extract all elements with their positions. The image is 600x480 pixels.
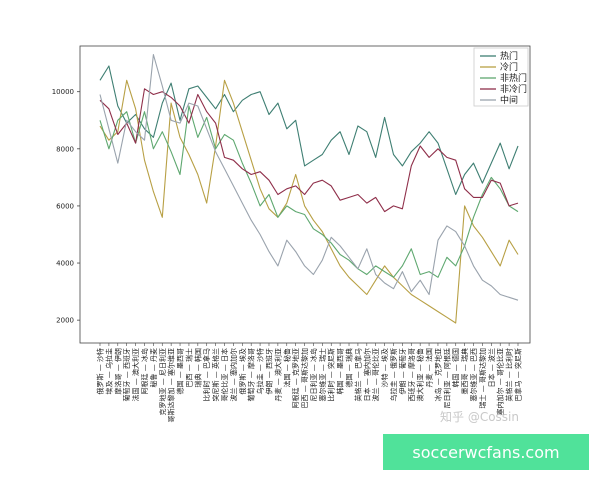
x-tick-label: 日本 — 波兰 bbox=[487, 348, 496, 387]
x-tick-label: 比利时 — 巴拿马 bbox=[202, 348, 211, 401]
legend-box bbox=[473, 47, 529, 107]
x-tick-label: 尼日利亚 — 阿根廷 bbox=[442, 348, 451, 408]
y-tick-label: 8000 bbox=[56, 145, 74, 153]
x-tick-label: 丹麦 — 法国 bbox=[425, 348, 434, 387]
x-tick-label: 比利时 — 突尼斯 bbox=[327, 348, 336, 401]
x-tick-label: 埃及 — 乌拉圭 bbox=[104, 348, 113, 394]
series-line-3 bbox=[99, 105, 519, 278]
x-tick-label: 阿根廷 — 克罗地亚 bbox=[291, 348, 300, 408]
x-tick-label: 波兰 — 塞内加尔 bbox=[229, 348, 238, 401]
x-tick-label: 西班牙 — 摩洛哥 bbox=[407, 348, 416, 401]
x-tick-label: 冰岛 — 克罗地亚 bbox=[433, 348, 442, 401]
x-tick-label: 韩国 — 德国 bbox=[451, 348, 460, 387]
series-line-5 bbox=[99, 54, 519, 301]
x-tick-label: 俄罗斯 — 埃及 bbox=[238, 348, 247, 394]
x-tick-label: 乌拉圭 — 沙特 bbox=[256, 348, 265, 394]
x-tick-label: 突尼斯 — 英格兰 bbox=[211, 348, 220, 401]
series-layer bbox=[99, 54, 519, 324]
watermark-text: 知乎 @Cossin bbox=[440, 410, 519, 424]
x-tick-label: 克罗地亚 — 尼日利亚 bbox=[158, 348, 167, 415]
legend-label-3: 非热门 bbox=[500, 72, 527, 84]
y-axis: 2000 4000 6000 8000 10000 bbox=[52, 88, 80, 325]
x-tick-label: 乌拉圭 — 俄罗斯 bbox=[389, 348, 398, 401]
legend-label-2: 冷门 bbox=[500, 61, 518, 73]
x-tick-label: 法国 — 秘鲁 bbox=[282, 348, 291, 387]
y-tick-label: 4000 bbox=[56, 260, 74, 268]
x-tick-label: 墨西哥 — 瑞典 bbox=[460, 348, 469, 394]
x-tick-label: 伊朗 — 葡萄牙 bbox=[398, 348, 407, 394]
x-tick-label: 塞尔维亚 — 巴西 bbox=[469, 348, 478, 401]
x-tick-label: 韩国 — 墨西哥 bbox=[336, 348, 345, 394]
x-tick-label: 伊朗 — 西班牙 bbox=[264, 348, 273, 394]
site-banner: soccerwcfans.com bbox=[383, 434, 589, 470]
x-tick-label: 哥斯达黎加 — 塞尔维亚 bbox=[167, 348, 176, 422]
x-tick-label: 瑞士 — 哥斯达黎加 bbox=[478, 348, 487, 408]
x-tick-label: 波兰 — 哥伦比亚 bbox=[371, 348, 380, 401]
x-tick-label: 瑞典 — 韩国 bbox=[193, 348, 202, 387]
plot-area bbox=[79, 45, 531, 344]
legend-label-5: 中间 bbox=[500, 94, 518, 106]
x-tick-label: 沙特 — 埃及 bbox=[380, 348, 389, 387]
x-tick-label: 巴拿马 — 突尼斯 bbox=[514, 348, 523, 401]
x-tick-label: 英格兰 — 巴拿马 bbox=[353, 348, 362, 401]
x-tick-label: 哥伦比亚 — 日本 bbox=[220, 348, 229, 401]
x-tick-label: 葡萄牙 — 摩洛哥 bbox=[247, 348, 256, 401]
x-tick-label: 塞内加尔 — 哥伦比亚 bbox=[496, 348, 505, 415]
x-tick-label: 摩洛哥 — 伊朗 bbox=[113, 348, 122, 394]
x-tick-label: 巴西 — 瑞士 bbox=[184, 348, 193, 387]
x-axis: 俄罗斯 — 沙特 埃及 — 乌拉圭 摩洛哥 — 伊朗 葡萄牙 — 西班牙 法国 — 澳大… bbox=[96, 343, 523, 422]
x-tick-label: 丹麦 — 澳大利亚 bbox=[273, 348, 282, 401]
x-tick-label: 秘鲁 — 丹麦 bbox=[149, 348, 158, 387]
y-tick-label: 6000 bbox=[56, 202, 74, 210]
x-tick-label: 阿根廷 — 冰岛 bbox=[140, 348, 149, 394]
y-tick-label: 10000 bbox=[52, 88, 74, 96]
x-tick-label: 澳大利亚 — 秘鲁 bbox=[416, 348, 425, 401]
x-tick-label: 尼日利亚 — 冰岛 bbox=[309, 348, 318, 401]
x-tick-label: 塞尔维亚 — 瑞士 bbox=[318, 348, 327, 401]
legend-label-4: 非冷门 bbox=[500, 83, 527, 95]
x-tick-label: 法国 — 澳大利亚 bbox=[131, 348, 140, 401]
x-tick-label: 日本 — 塞内加尔 bbox=[362, 348, 371, 401]
x-tick-label: 葡萄牙 — 西班牙 bbox=[122, 348, 131, 401]
series-line-1 bbox=[99, 65, 519, 196]
x-tick-label: 俄罗斯 — 沙特 bbox=[96, 348, 105, 394]
x-tick-label: 英格兰 — 比利时 bbox=[505, 348, 514, 401]
x-tick-label: 巴西 — 哥斯达黎加 bbox=[300, 348, 309, 408]
x-tick-label: 德国 — 瑞典 bbox=[345, 348, 354, 387]
series-line-2 bbox=[99, 79, 519, 324]
legend-label-1: 热门 bbox=[500, 50, 518, 62]
series-line-4 bbox=[99, 88, 519, 213]
x-tick-label: 德国 — 墨西哥 bbox=[176, 348, 185, 394]
y-tick-label: 2000 bbox=[56, 317, 74, 325]
